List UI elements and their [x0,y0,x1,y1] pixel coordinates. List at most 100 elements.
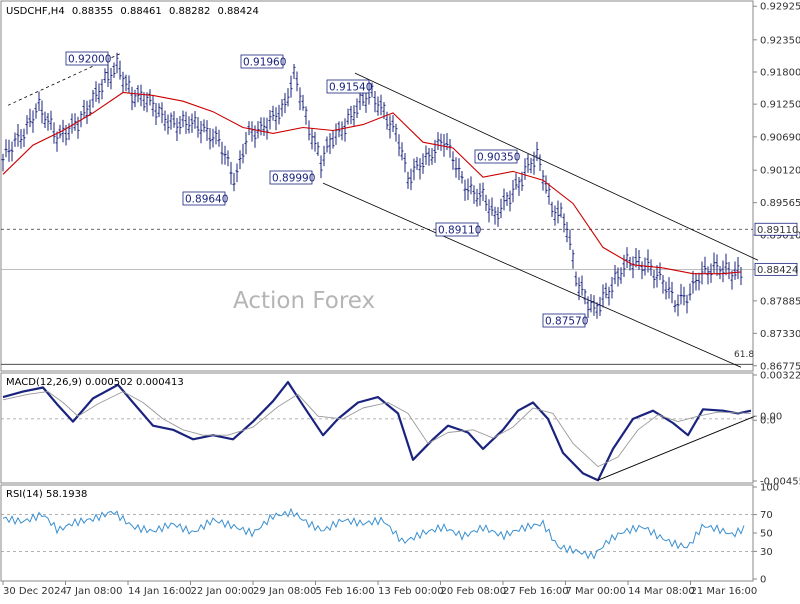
price-bar [133,89,137,108]
level-label-text: 0.92000 [68,54,111,66]
current-price-tag-box [754,262,798,276]
price-bar [613,264,617,285]
high-value: 0.88461 [120,6,161,17]
price-bar [397,134,401,157]
x-tick-label: 21 Mar 16:00 [691,586,758,597]
level-label-box [542,313,586,328]
price-bar [235,163,239,183]
price-bar [583,289,587,305]
price-bar [100,79,104,100]
price-bar [685,294,689,314]
price-bar [202,119,206,133]
price-bar [316,141,320,156]
price-bar [487,199,491,223]
price-bar [460,170,464,184]
price-tick-label: 0.91250 [760,100,800,111]
current-price-tag: 0.88424 [754,262,798,276]
price-bar [508,190,512,212]
price-bar [595,302,599,319]
price-bar [400,142,404,161]
price-tick-label: 0.90690 [760,132,800,143]
level-label-text: 0.91960 [243,57,286,69]
price-bar [301,94,305,111]
price-bar [424,145,428,165]
rsi-title: RSI(14) 58.1938 [6,489,87,500]
price-bar [4,139,8,158]
level-label-box [269,170,313,185]
price-bar [262,117,266,136]
price-bar [610,276,614,299]
low-value: 0.88282 [169,6,210,17]
price-bar [532,151,536,175]
level-label-box [240,54,284,69]
price-bar [127,75,131,93]
price-bar [238,150,242,170]
price-bar [208,127,212,150]
price-bar [571,249,575,269]
price-bar [25,115,29,135]
price-bar [295,71,299,92]
price-bar [142,92,146,111]
price-bar [556,200,560,224]
price-bar [241,143,245,164]
price-bar [463,179,467,201]
current-price-tag-text: 0.88424 [757,265,798,276]
price-bar [406,171,410,189]
x-tick-label: 20 Feb 08:00 [441,586,507,597]
price-bar [322,145,326,167]
price-bar [682,286,686,306]
price-bar [349,105,353,125]
price-bar [454,157,458,178]
resistance-tag-box [754,222,798,236]
rsi-tick-label: 30 [760,547,773,558]
level-label: 0.92000 [65,51,111,66]
price-bar [712,252,716,273]
upper-channel-line [354,72,759,261]
level-label-text: 0.87570 [545,316,588,328]
price-bar [625,247,629,268]
price-bar [271,105,275,121]
price-bar [106,64,110,88]
price-bar [493,206,497,225]
price-tick-label: 0.87330 [760,329,800,340]
price-bar [214,126,218,145]
price-bar [427,147,431,166]
price-bar [568,229,572,250]
open-value: 0.88355 [72,6,113,17]
price-bar [268,109,272,130]
price-bar [97,83,101,104]
price-bar [715,254,719,276]
price-bar [217,129,221,147]
price-bar [421,153,425,174]
price-bar [430,148,434,165]
rsi-tick-label: 0 [760,575,766,586]
price-bar [148,89,152,106]
level-label: 0.89640 [182,191,228,206]
resistance-tag-text: 0.89110 [757,225,798,236]
price-bar [313,131,317,152]
price-bar [277,104,281,125]
price-bar [520,171,524,191]
price-bar [46,113,50,131]
price-bar [55,131,59,152]
price-bar [586,296,590,318]
price-bar [364,90,368,113]
price-bar [244,132,248,155]
price-bar [721,260,725,283]
price-tick-label: 0.90120 [760,166,800,177]
price-bar [109,67,113,90]
level-label: 0.89990 [269,170,315,185]
price-bar [190,113,194,133]
price-bar [616,267,620,287]
price-bar [562,213,566,233]
price-bar [559,202,563,218]
price-bar [601,284,605,308]
price-bar [265,117,269,140]
level-label: 0.90350 [474,149,520,164]
price-bar [256,121,260,139]
level-label: 0.91960 [240,54,286,69]
price-bar [145,92,149,113]
price-bar [394,123,398,142]
price-bar [649,259,653,276]
price-bar [196,117,200,138]
